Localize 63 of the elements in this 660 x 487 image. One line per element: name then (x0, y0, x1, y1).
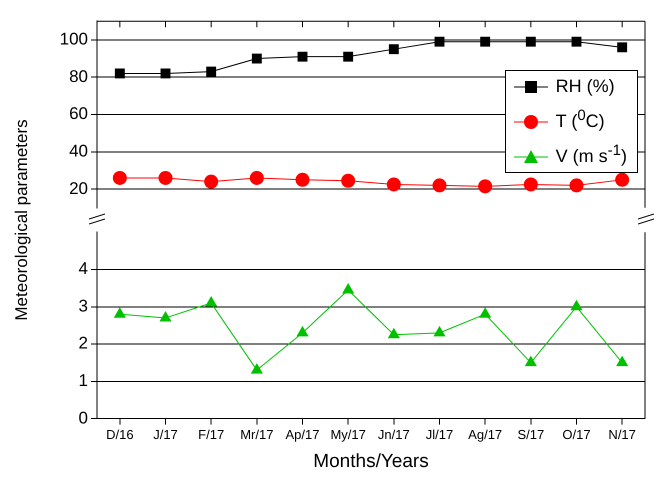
x-tick-label: O/17 (562, 426, 591, 442)
point (114, 68, 125, 78)
point (479, 307, 492, 318)
y-tick-label: 2 (78, 334, 88, 353)
x-tick-label: N/17 (608, 426, 636, 442)
point (615, 172, 630, 187)
x-tick-label: F/17 (198, 426, 224, 442)
point (616, 356, 628, 366)
x-axis-title: Months/Years (313, 450, 429, 472)
point (478, 179, 492, 194)
x-tick-label: J/17 (153, 426, 178, 442)
point (204, 174, 218, 189)
point (570, 300, 583, 310)
y-tick-label: 4 (78, 259, 88, 278)
point (388, 44, 399, 54)
point (112, 170, 127, 185)
legend-label: V (m s$^{-1}$) (556, 142, 627, 166)
point (158, 170, 172, 185)
point (343, 52, 354, 62)
legend-label: T ($^{0}$C) (556, 107, 605, 131)
point (480, 36, 490, 47)
y-tick-label: 3 (78, 296, 88, 316)
y-tick-label: 80 (69, 66, 88, 86)
point (160, 68, 170, 78)
point (524, 356, 537, 366)
point (434, 36, 444, 47)
x-tick-label: S/17 (517, 426, 544, 442)
point (298, 52, 308, 62)
point (572, 36, 582, 47)
point (433, 326, 446, 336)
y-tick-label: 20 (69, 178, 88, 198)
point (252, 54, 262, 64)
x-tick-label: Mr/17 (240, 426, 274, 442)
point (296, 172, 310, 187)
x-tick-label: D/16 (106, 426, 134, 442)
point (386, 177, 401, 192)
y-tick-label: 0 (78, 408, 88, 428)
y-tick-label: 100 (60, 30, 88, 49)
point (296, 326, 309, 336)
x-tick-label: Ag/17 (468, 426, 502, 442)
point (114, 307, 126, 318)
legend-label: RH (%) (556, 76, 615, 96)
point (524, 177, 538, 192)
point (159, 310, 172, 322)
y-tick-label: 40 (69, 142, 88, 161)
x-tick-label: My/17 (330, 426, 366, 442)
point (206, 66, 216, 77)
point (250, 363, 263, 374)
point (570, 178, 584, 192)
y-axis-title: Meteorological parameters (12, 118, 32, 320)
point (526, 36, 536, 47)
point (617, 42, 628, 52)
point (342, 282, 354, 294)
point (388, 328, 400, 338)
point (432, 178, 446, 192)
point (250, 170, 264, 185)
y-tick-label: 1 (78, 371, 88, 390)
y-tick-label: 60 (69, 104, 88, 124)
x-tick-label: Ap/17 (286, 426, 320, 442)
x-tick-label: Jn/17 (378, 426, 410, 442)
x-tick-label: Jl/17 (426, 426, 454, 442)
point (341, 174, 356, 188)
point (205, 296, 218, 307)
